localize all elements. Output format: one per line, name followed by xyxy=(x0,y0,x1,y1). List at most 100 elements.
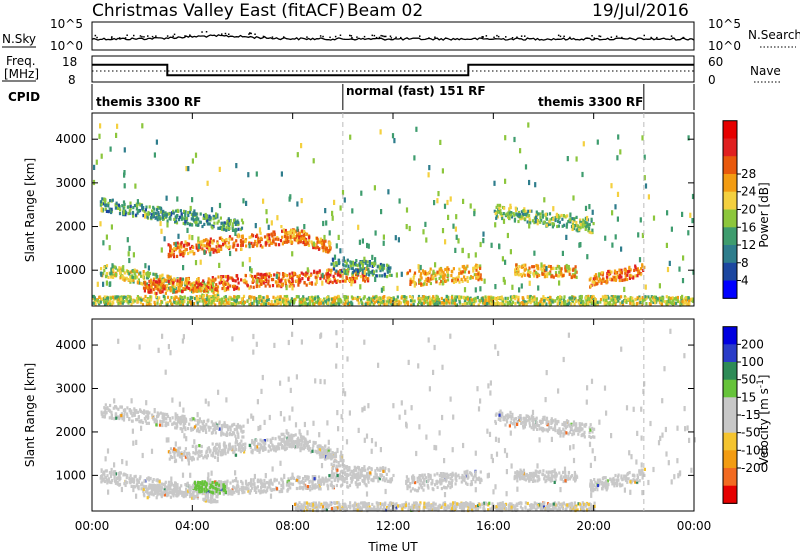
heatmap-cell xyxy=(639,297,642,301)
heatmap-cell xyxy=(157,210,160,215)
heatmap-cell xyxy=(284,440,288,444)
nsearch-dot xyxy=(147,35,149,37)
heatmap-cell xyxy=(623,278,626,282)
heatmap-cell xyxy=(271,234,274,238)
heatmap-cell xyxy=(498,203,501,207)
heatmap-cell xyxy=(385,300,389,304)
heatmap-cell xyxy=(243,450,246,454)
heatmap-cell xyxy=(123,170,126,176)
heatmap-cell xyxy=(441,228,445,234)
heatmap-cell xyxy=(328,230,331,236)
heatmap-cell xyxy=(343,279,346,283)
nsearch-dot xyxy=(505,36,507,38)
heatmap-cell xyxy=(98,133,101,139)
heatmap-cell xyxy=(534,218,537,224)
heatmap-cell xyxy=(252,276,255,281)
heatmap-cell xyxy=(222,423,225,427)
heatmap-cell xyxy=(381,266,384,272)
heatmap-cell xyxy=(156,280,159,284)
heatmap-cell xyxy=(282,446,285,450)
heatmap-cell xyxy=(104,204,107,208)
heatmap-cell xyxy=(458,300,461,304)
heatmap-cell xyxy=(192,457,195,461)
heatmap-cell xyxy=(573,217,576,221)
heatmap-cell xyxy=(204,283,207,287)
heatmap-cell xyxy=(490,296,493,300)
heatmap-cell xyxy=(515,267,518,271)
heatmap-cell xyxy=(214,277,217,281)
heatmap-cell xyxy=(184,220,187,224)
heatmap-cell xyxy=(195,246,198,250)
heatmap-cell xyxy=(317,297,320,301)
heatmap-cell xyxy=(222,223,225,227)
heatmap-cell xyxy=(228,433,231,437)
heatmap-cell xyxy=(455,214,458,220)
heatmap-cell xyxy=(254,447,257,451)
heatmap-cell xyxy=(104,407,107,411)
heatmap-cell xyxy=(318,269,321,273)
heatmap-cell xyxy=(578,296,581,300)
heatmap-cell xyxy=(296,152,299,158)
heatmap-cell xyxy=(510,211,513,215)
heatmap-cell xyxy=(438,301,441,305)
heatmap-cell xyxy=(105,234,108,240)
heatmap-cell xyxy=(345,275,348,280)
heatmap-cell xyxy=(337,234,340,240)
heatmap-cell xyxy=(482,301,485,305)
heatmap-cell xyxy=(143,409,146,413)
heatmap-cell xyxy=(222,279,225,283)
heatmap-cell xyxy=(665,295,668,299)
heatmap-cell xyxy=(303,237,306,241)
heatmap-cell xyxy=(445,299,448,303)
heatmap-cell xyxy=(120,412,123,416)
heatmap-cell xyxy=(605,275,609,279)
heatmap-cell xyxy=(368,296,371,300)
heatmap-cell xyxy=(637,271,640,275)
heatmap-cell xyxy=(495,205,498,209)
heatmap-cell xyxy=(596,277,599,281)
heatmap-cell xyxy=(170,480,173,485)
heatmap-cell xyxy=(428,279,431,283)
heatmap-cell xyxy=(232,245,235,249)
heatmap-cell xyxy=(251,301,254,305)
heatmap-cell xyxy=(565,225,568,229)
heatmap-cell xyxy=(294,440,297,444)
heatmap-cell xyxy=(207,418,210,422)
heatmap-cell xyxy=(228,246,231,251)
heatmap-cell xyxy=(323,274,326,278)
heatmap-cell xyxy=(305,271,308,275)
heatmap-cell xyxy=(214,293,217,298)
nsearch-dot xyxy=(559,35,562,38)
heatmap-cell xyxy=(249,302,252,306)
heatmap-cell xyxy=(513,219,516,223)
heatmap-cell xyxy=(454,247,457,253)
heatmap-cell xyxy=(225,228,228,232)
heatmap-cell xyxy=(287,441,290,445)
heatmap-cell xyxy=(283,300,286,304)
heatmap-cell xyxy=(111,273,114,277)
nsearch-dot xyxy=(306,36,308,38)
heatmap-cell xyxy=(329,270,332,274)
heatmap-cell xyxy=(536,275,539,279)
heatmap-cell xyxy=(525,302,528,306)
heatmap-cell xyxy=(447,214,450,220)
heatmap-cell xyxy=(253,242,256,246)
heatmap-cell xyxy=(319,301,323,305)
heatmap-cell xyxy=(292,234,295,238)
heatmap-cell xyxy=(269,448,272,452)
heatmap-cell xyxy=(261,445,264,449)
nsearch-dot xyxy=(682,36,685,39)
freq-tick-bottom: 8 xyxy=(68,73,76,87)
heatmap-cell xyxy=(116,123,119,129)
heatmap-cell xyxy=(497,208,500,212)
heatmap-cell xyxy=(177,209,180,213)
heatmap-cell xyxy=(407,300,410,304)
heatmap-cell xyxy=(130,484,133,488)
heatmap-cell xyxy=(412,303,415,307)
heatmap-cell xyxy=(425,271,428,275)
heatmap-cell xyxy=(175,290,178,294)
heatmap-cell xyxy=(560,267,563,271)
heatmap-cell xyxy=(569,218,572,222)
heatmap-cell xyxy=(446,278,450,282)
heatmap-cell xyxy=(419,274,422,278)
